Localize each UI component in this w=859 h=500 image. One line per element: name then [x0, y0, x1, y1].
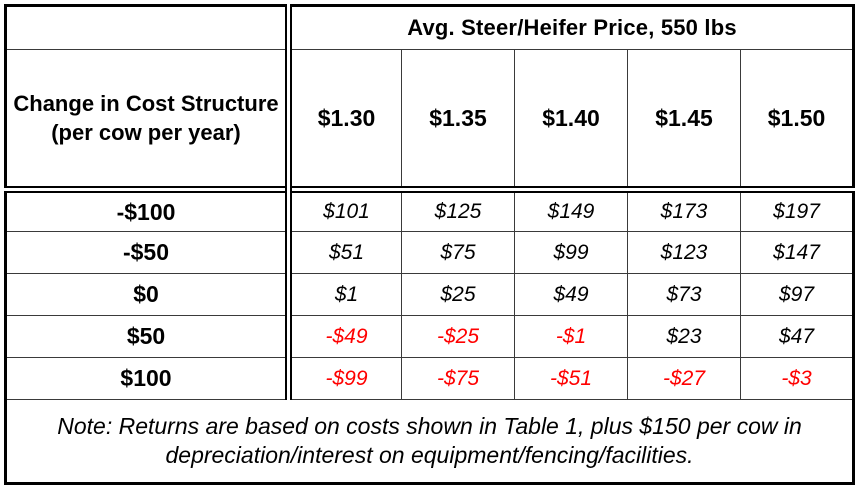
return-cell: -$25: [401, 315, 515, 358]
return-cell: $47: [739, 315, 855, 358]
return-cell: -$1: [514, 315, 628, 358]
cost-structure-header: Change in Cost Structure (per cow per ye…: [5, 49, 289, 190]
return-cell: $101: [285, 186, 402, 232]
row-label: -$100: [5, 186, 289, 232]
return-cell: -$75: [401, 357, 515, 400]
return-cell: $147: [739, 231, 855, 274]
return-cell: $99: [514, 231, 628, 274]
corner-cell: [5, 5, 289, 50]
return-cell: $51: [285, 231, 402, 274]
row-label: $50: [5, 315, 289, 358]
row-label: -$50: [5, 231, 289, 274]
return-cell: $1: [285, 273, 402, 316]
returns-table: Avg. Steer/Heifer Price, 550 lbs Change …: [4, 4, 856, 485]
table-row: -$100 $101 $125 $149 $173 $197: [5, 186, 855, 232]
table-row-header-main: Change in Cost Structure (per cow per ye…: [5, 49, 855, 190]
return-cell: $49: [514, 273, 628, 316]
table-row: $50 -$49 -$25 -$1 $23 $47: [5, 315, 855, 358]
return-cell: -$51: [514, 357, 628, 400]
table-row: $0 $1 $25 $49 $73 $97: [5, 273, 855, 316]
table-row: -$50 $51 $75 $99 $123 $147: [5, 231, 855, 274]
price-column-header: $1.45: [627, 49, 741, 190]
return-cell: -$49: [285, 315, 402, 358]
return-cell: $149: [514, 186, 628, 232]
price-column-header: $1.40: [514, 49, 628, 190]
row-label: $100: [5, 357, 289, 400]
table-row: $100 -$99 -$75 -$51 -$27 -$3: [5, 357, 855, 400]
table-note: Note: Returns are based on costs shown i…: [4, 399, 855, 484]
return-cell: $75: [401, 231, 515, 274]
return-cell: -$99: [285, 357, 402, 400]
return-cell: $173: [627, 186, 741, 232]
return-cell: $97: [739, 273, 855, 316]
return-cell: $25: [401, 273, 515, 316]
return-cell: $123: [627, 231, 741, 274]
row-label: $0: [5, 273, 289, 316]
table-row-note: Note: Returns are based on costs shown i…: [4, 399, 855, 484]
price-group-header: Avg. Steer/Heifer Price, 550 lbs: [284, 5, 855, 50]
return-cell: $197: [739, 186, 855, 232]
return-cell: $73: [627, 273, 741, 316]
return-cell: $23: [627, 315, 741, 358]
return-cell: -$27: [627, 357, 741, 400]
price-column-header: $1.50: [739, 49, 855, 190]
return-cell: $125: [401, 186, 515, 232]
return-cell: -$3: [739, 357, 855, 400]
table-row-header-top: Avg. Steer/Heifer Price, 550 lbs: [5, 5, 855, 50]
price-column-header: $1.30: [285, 49, 402, 190]
price-column-header: $1.35: [401, 49, 515, 190]
